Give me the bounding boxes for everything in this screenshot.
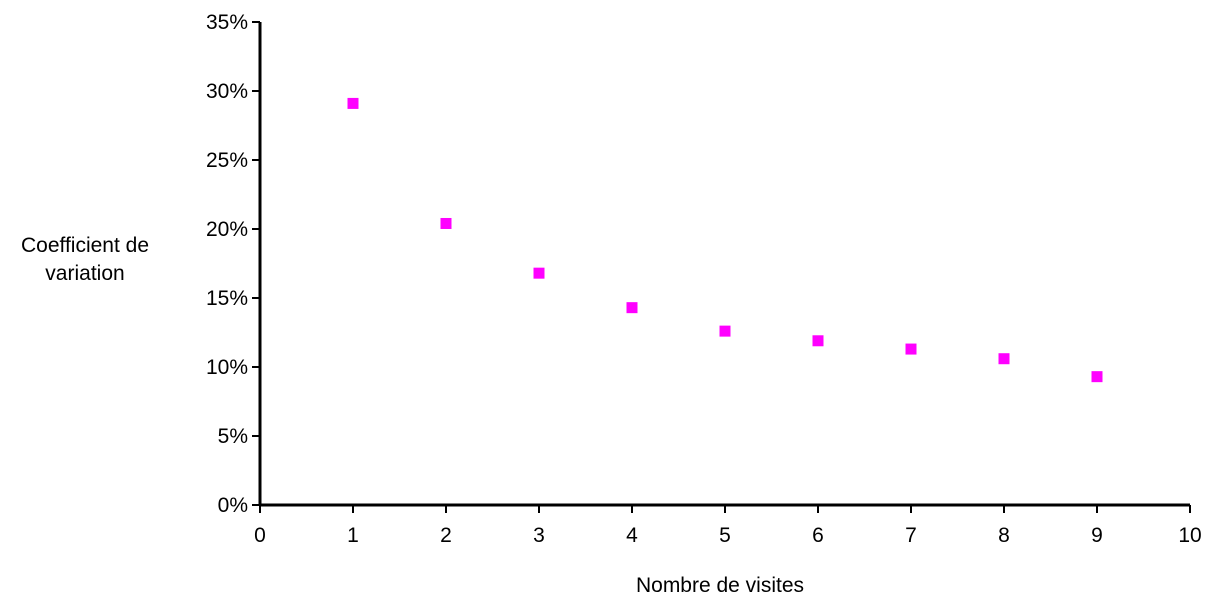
data-point	[812, 335, 824, 347]
x-tick-label: 3	[533, 524, 545, 547]
x-tick-label: 8	[998, 524, 1010, 547]
data-points	[347, 97, 1103, 383]
y-tick-label: 15%	[206, 287, 248, 310]
y-tick-label: 35%	[206, 11, 248, 34]
y-axis-title: Coefficient de variation	[21, 234, 149, 285]
y-tick-label: 10%	[206, 356, 248, 379]
x-tick-label: 7	[905, 524, 917, 547]
x-axis-ticks: 0 1 2 3 4 5 6 7 8 9 10	[254, 505, 1202, 547]
data-point	[719, 325, 731, 337]
x-tick-label: 9	[1091, 524, 1103, 547]
y-axis-title-line: variation	[45, 262, 124, 285]
x-axis-title: Nombre de visites	[636, 574, 804, 597]
data-point	[533, 267, 545, 279]
data-point	[626, 302, 638, 314]
y-axis-ticks: 0% 5% 10% 15% 20% 25% 30% 35%	[206, 11, 260, 517]
x-tick-label: 0	[254, 524, 266, 547]
y-tick-label: 0%	[218, 494, 248, 517]
x-tick-label: 10	[1178, 524, 1201, 547]
x-tick-label: 4	[626, 524, 638, 547]
x-tick-label: 1	[347, 524, 359, 547]
y-tick-label: 25%	[206, 149, 248, 172]
x-tick-label: 2	[440, 524, 452, 547]
data-point	[998, 353, 1010, 365]
y-axis-title-line: Coefficient de	[21, 234, 149, 257]
y-tick-label: 30%	[206, 80, 248, 103]
x-tick-label: 6	[812, 524, 824, 547]
y-tick-label: 5%	[218, 425, 248, 448]
data-point	[905, 343, 917, 355]
x-tick-label: 5	[719, 524, 731, 547]
data-point	[440, 217, 452, 229]
y-tick-label: 20%	[206, 218, 248, 241]
data-point	[347, 97, 359, 109]
data-point	[1091, 371, 1103, 383]
